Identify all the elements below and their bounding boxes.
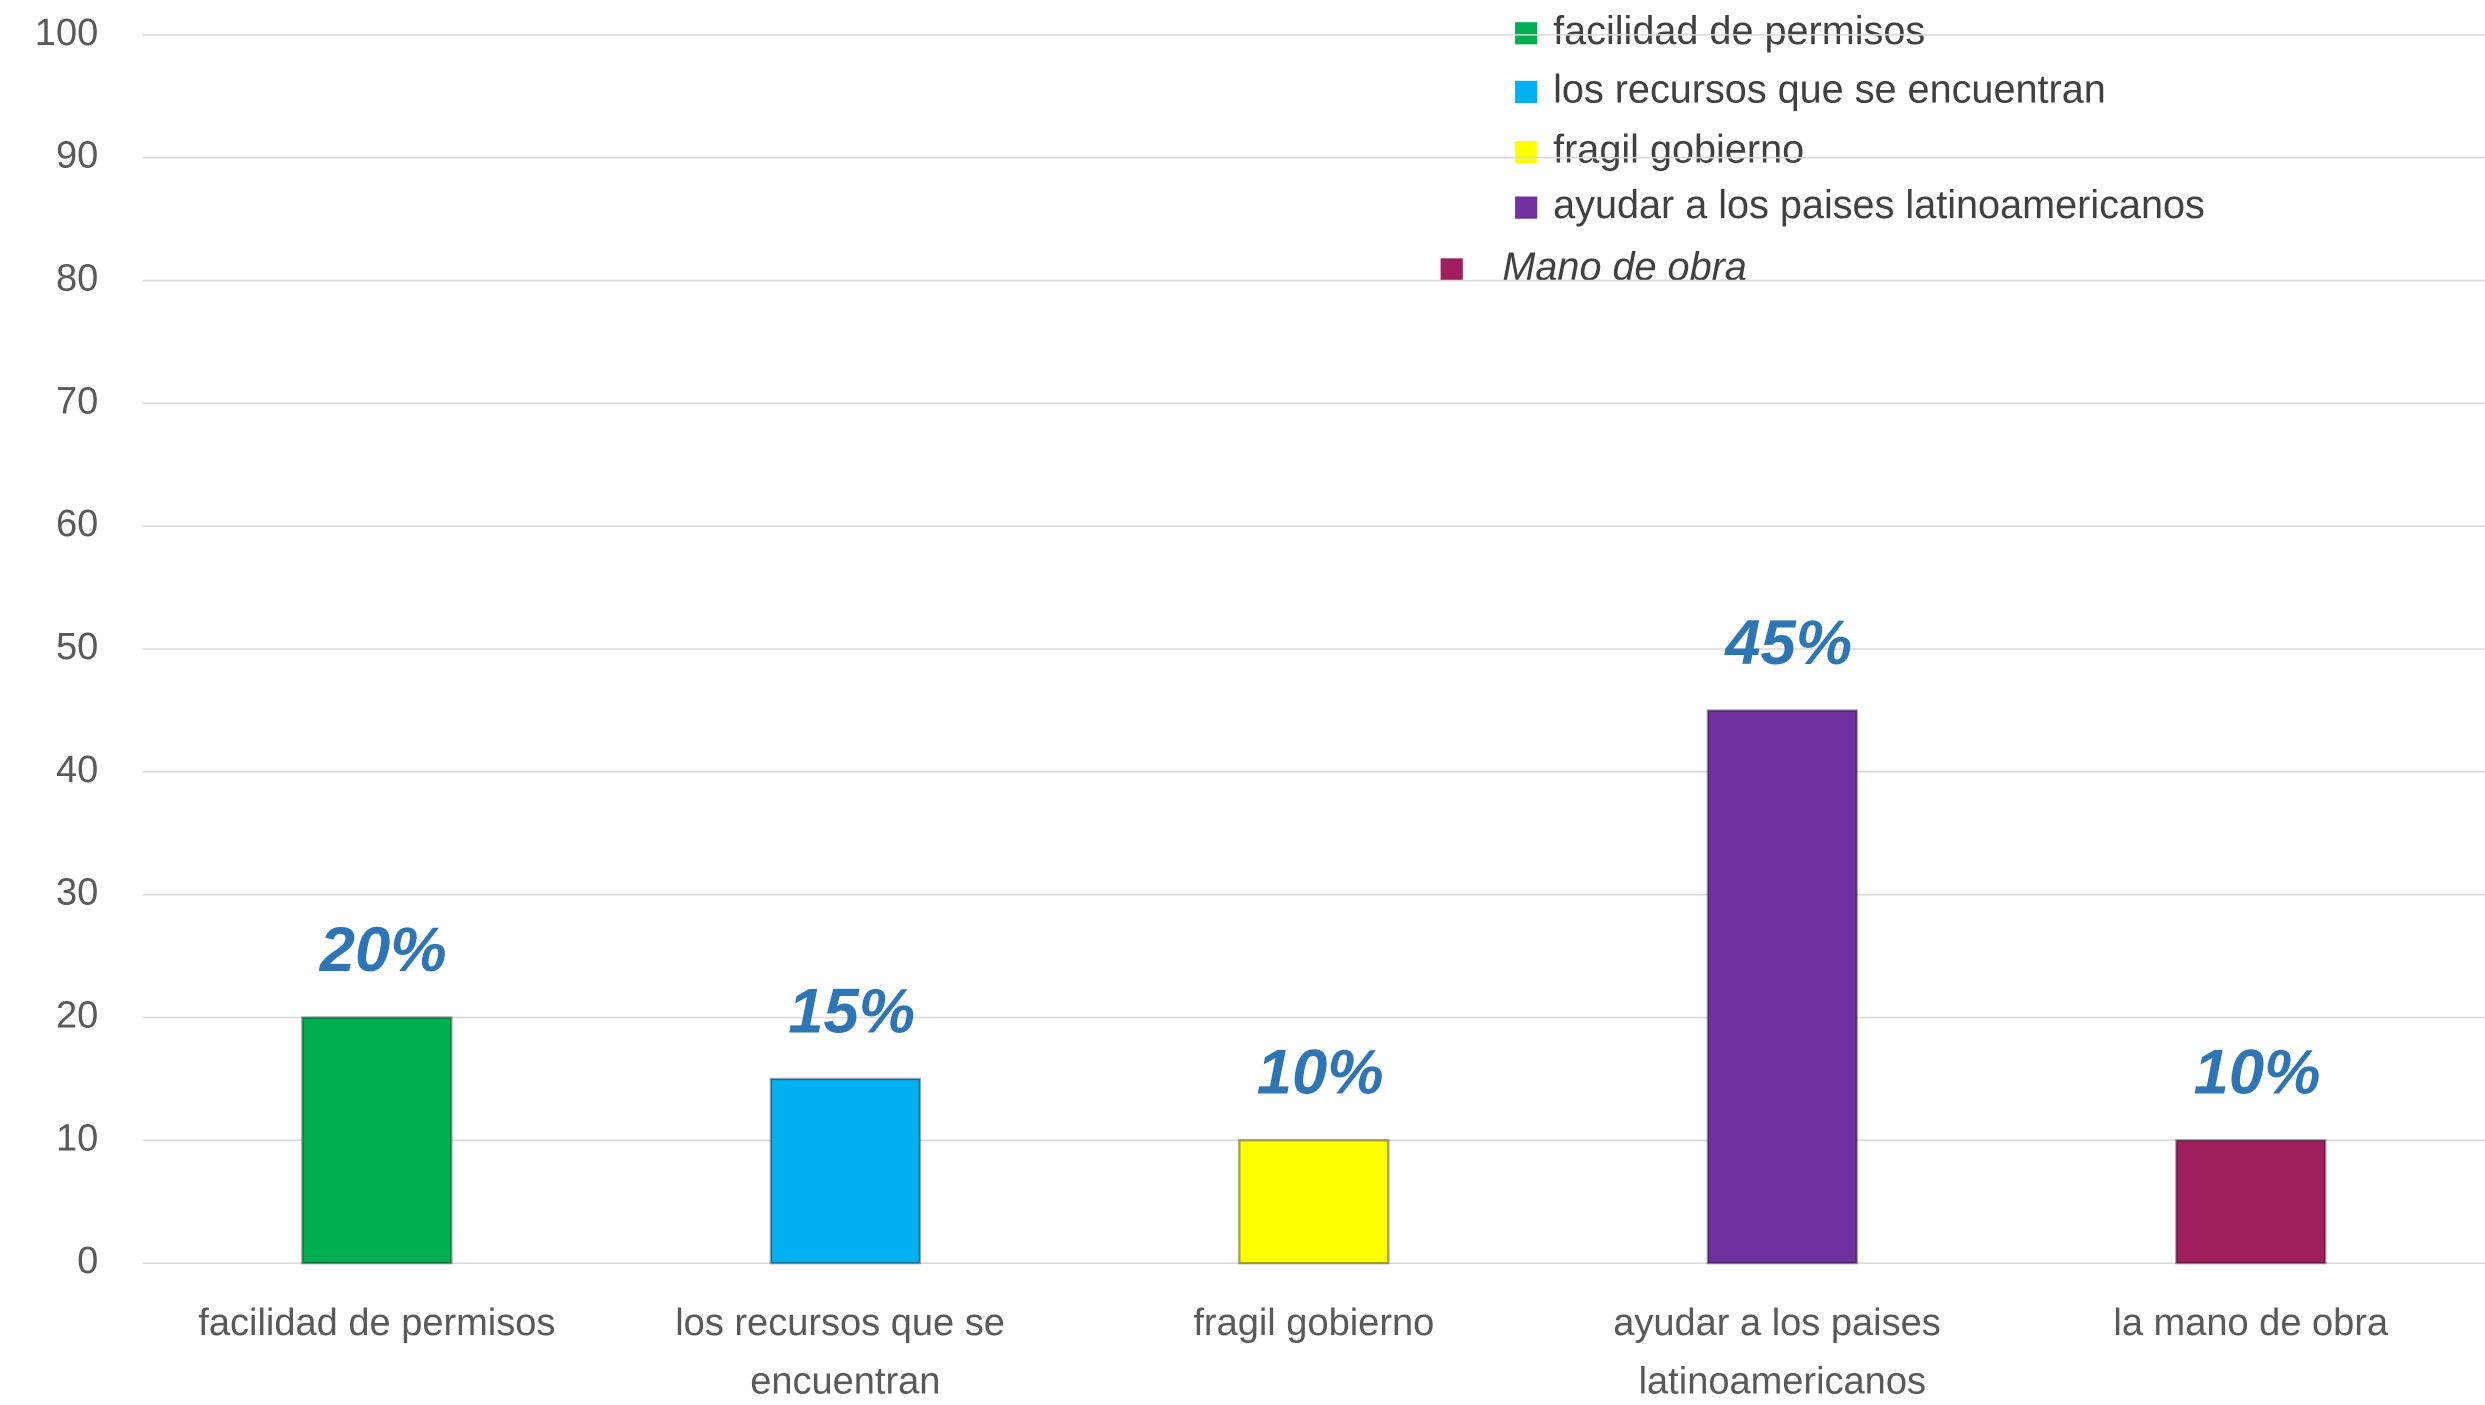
x-tick-label: la mano de obra <box>2113 1302 2389 1344</box>
data-label: 20% <box>319 915 447 985</box>
legend: facilidad de permisos los recursos que se… <box>1440 9 2205 289</box>
data-label: 10% <box>1257 1038 1384 1108</box>
legend-label: fragil gobierno <box>1553 128 1804 172</box>
legend-marker <box>1515 80 1538 104</box>
data-label: 15% <box>788 976 915 1046</box>
legend-marker <box>1515 22 1538 45</box>
y-tick-label: 30 <box>56 872 98 914</box>
x-tick-label: fragil gobierno <box>1193 1302 1434 1344</box>
legend-label: Mano de obra <box>1502 245 1746 289</box>
y-tick-label: 10 <box>56 1117 98 1159</box>
bar <box>1238 1139 1390 1265</box>
y-tick-label: 40 <box>56 749 98 791</box>
legend-label: ayudar a los paises latinoamericanos <box>1553 183 2205 227</box>
y-tick-label: 50 <box>56 626 98 668</box>
y-tick-label: 70 <box>56 380 98 422</box>
x-tick-label: los recursos que se encuentran <box>675 1302 1015 1403</box>
y-tick-label: 90 <box>56 135 98 177</box>
bar <box>301 1016 453 1265</box>
legend-label: los recursos que se encuentran <box>1553 67 2106 111</box>
y-tick-label: 0 <box>77 1240 98 1282</box>
legend-marker <box>1440 258 1463 281</box>
legend-label: facilidad de permisos <box>1553 9 1925 53</box>
x-tick-label: facilidad de permisos <box>198 1302 555 1344</box>
y-tick-label: 80 <box>56 258 98 300</box>
data-label: 45% <box>1723 608 1852 678</box>
y-tick-label: 60 <box>56 503 98 545</box>
y-tick-label: 20 <box>56 995 98 1037</box>
bar <box>1706 709 1858 1265</box>
y-tick-label: 100 <box>35 12 98 54</box>
x-tick-label: ayudar a los paises latinoamericanos <box>1613 1302 1951 1403</box>
data-label: 10% <box>2194 1038 2321 1108</box>
bar <box>769 1077 922 1265</box>
bar <box>2175 1139 2327 1265</box>
legend-marker <box>1515 141 1538 164</box>
legend-marker <box>1515 196 1538 219</box>
